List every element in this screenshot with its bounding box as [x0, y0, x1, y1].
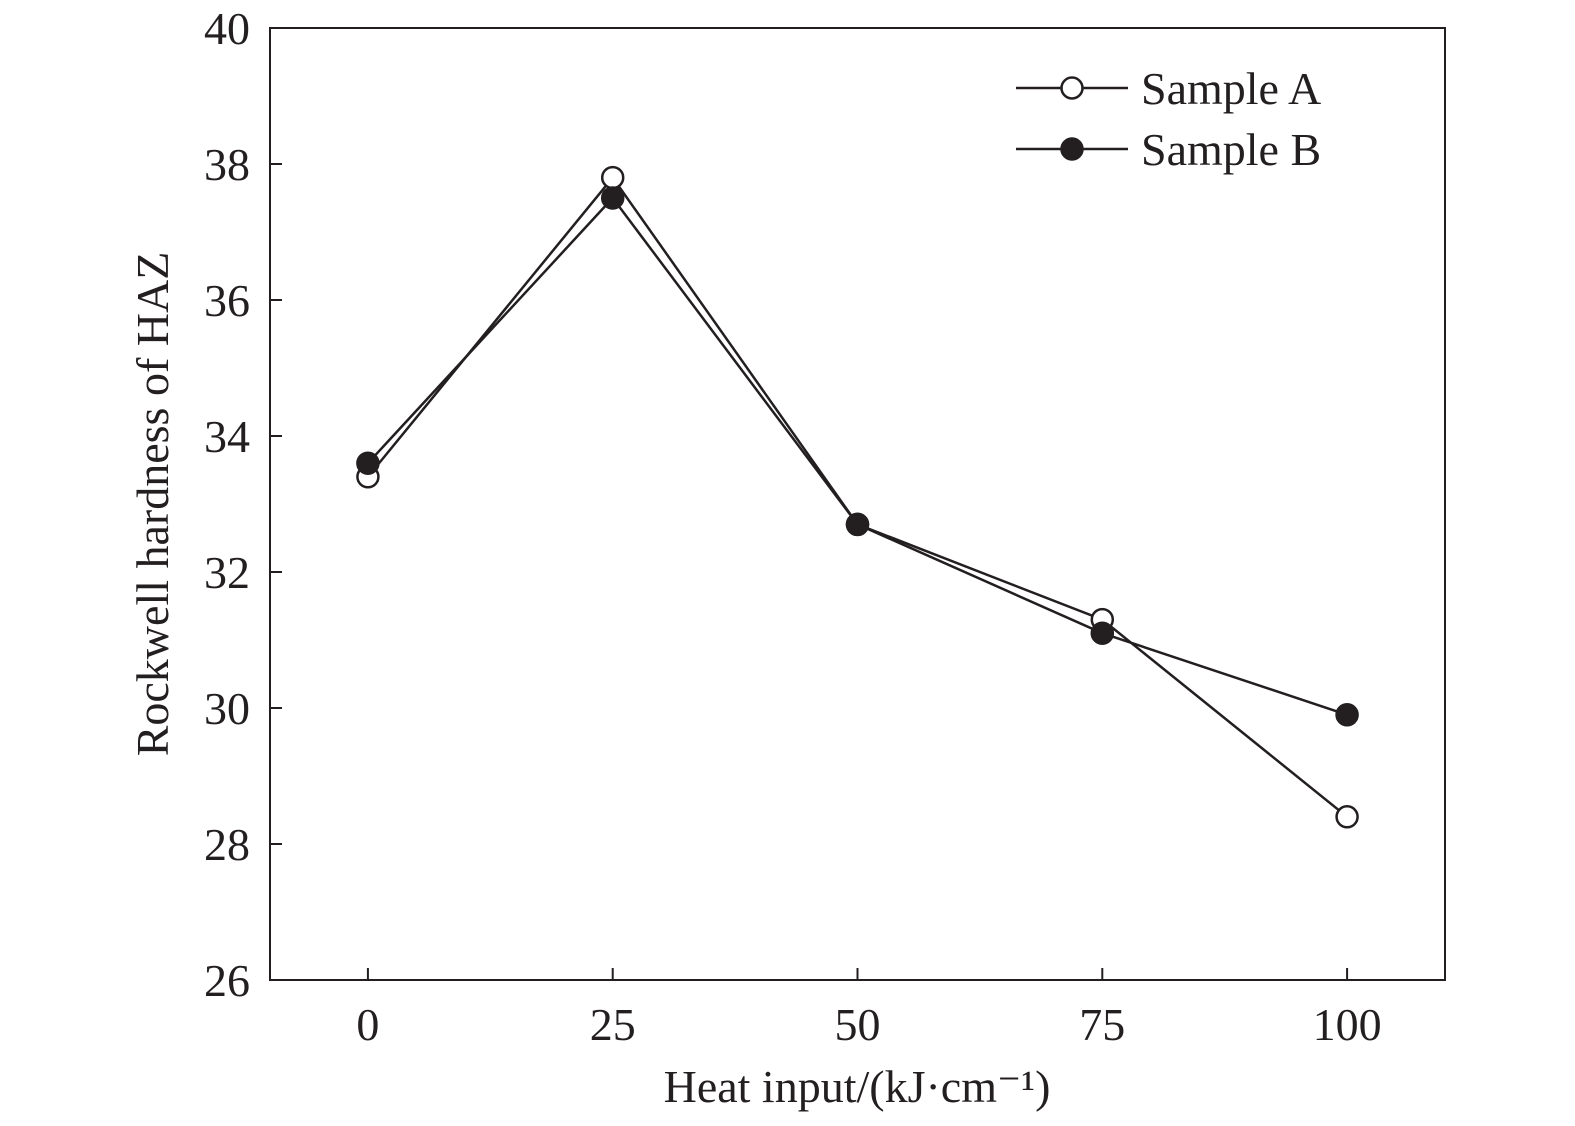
series-line-sample-b [366, 196, 1348, 716]
x-tick-label-25: 25 [590, 999, 636, 1050]
legend-marker-sample-a [1060, 76, 1084, 100]
y-axis-ticks: 26 28 30 32 34 36 38 40 [204, 3, 282, 1006]
point-sample-b-0 [356, 451, 380, 475]
series-layer [356, 165, 1359, 829]
point-sample-a-100 [1335, 805, 1359, 829]
point-sample-b-25 [600, 186, 625, 210]
x-axis-ticks: 0 25 50 75 100 [356, 968, 1382, 1050]
y-tick-label-38: 38 [204, 139, 250, 190]
x-tick-label-0: 0 [356, 999, 379, 1050]
x-tick-label-75: 75 [1079, 999, 1125, 1050]
legend-item-sample-a: Sample A [1016, 63, 1321, 114]
y-tick-label-40: 40 [204, 3, 250, 54]
series-markers-sample-b [356, 186, 1359, 727]
point-sample-b-75 [1090, 621, 1115, 645]
y-tick-label-30: 30 [204, 683, 250, 734]
point-sample-a-25 [600, 165, 625, 190]
legend-item-sample-b: Sample B [1016, 124, 1321, 175]
y-tick-label-34: 34 [204, 411, 250, 462]
series-line-sample-a [366, 175, 1348, 818]
y-axis-title: Rockwell hardness of HAZ [127, 252, 178, 757]
y-tick-label-32: 32 [204, 547, 250, 598]
y-tick-label-28: 28 [204, 819, 250, 870]
point-sample-b-100 [1335, 703, 1359, 727]
legend-label-sample-b: Sample B [1141, 124, 1321, 175]
x-tick-label-100: 100 [1313, 999, 1382, 1050]
legend-label-sample-a: Sample A [1141, 63, 1321, 114]
x-tick-label-50: 50 [835, 999, 881, 1050]
x-axis-title-text: Heat input/(kJ·cm⁻¹) [664, 1061, 1051, 1112]
legend-marker-sample-b [1060, 137, 1084, 161]
point-sample-b-50 [845, 512, 870, 537]
legend: Sample A Sample B [1016, 63, 1321, 175]
series-sample-b [366, 196, 1348, 716]
series-markers-sample-a [356, 165, 1359, 829]
y-tick-label-26: 26 [204, 955, 250, 1006]
y-tick-label-36: 36 [204, 275, 250, 326]
x-axis-title: Heat input/(kJ·cm⁻¹) [664, 1061, 1051, 1112]
series-sample-a [366, 175, 1348, 818]
